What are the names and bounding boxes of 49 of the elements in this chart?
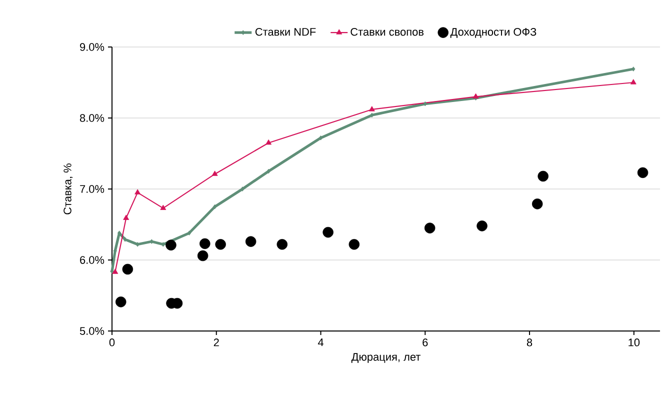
- legend-label: Ставки NDF: [255, 28, 316, 36]
- point: [632, 66, 636, 72]
- point: [136, 242, 140, 247]
- point: [266, 139, 272, 145]
- point: [122, 264, 134, 275]
- x-tick-label: 8: [526, 338, 532, 346]
- point: [123, 214, 130, 220]
- point: [423, 101, 427, 106]
- y-tick-label: 5.0%: [80, 327, 104, 335]
- y-tick-label: 7.0%: [80, 185, 104, 193]
- x-tick-label: 4: [318, 338, 324, 346]
- point: [538, 170, 548, 182]
- x-tick-label: 0: [109, 338, 115, 346]
- point: [200, 238, 210, 250]
- point: [637, 167, 648, 178]
- point: [115, 296, 126, 308]
- point: [215, 239, 226, 250]
- y-tick-label: 9.0%: [80, 43, 104, 51]
- point: [160, 204, 166, 210]
- point: [212, 204, 217, 210]
- x-tick-label: 2: [214, 338, 219, 346]
- point: [123, 237, 127, 242]
- x-tick-label: 10: [628, 338, 640, 346]
- x-tick-label: 6: [422, 338, 428, 346]
- point: [266, 168, 270, 174]
- y-tick-label: 6.0%: [80, 256, 104, 264]
- point: [322, 226, 334, 238]
- point: [245, 236, 256, 247]
- point: [240, 186, 244, 192]
- point: [476, 220, 488, 232]
- x-axis-title: Дюрация, лет: [351, 353, 421, 363]
- y-tick-label: 8.0%: [80, 114, 104, 122]
- legend-label: Доходности ОФЗ: [450, 28, 536, 38]
- legend-label: Ставки свопов: [350, 28, 424, 36]
- point: [424, 222, 436, 234]
- point: [630, 79, 636, 84]
- point: [368, 106, 375, 112]
- point: [348, 239, 360, 250]
- point: [134, 189, 141, 194]
- point: [212, 170, 218, 176]
- point: [112, 268, 118, 274]
- point: [276, 239, 288, 250]
- point: [197, 250, 208, 262]
- y-axis-title: Ставка, %: [64, 164, 73, 214]
- point: [472, 93, 479, 98]
- point: [532, 198, 543, 210]
- point: [161, 242, 165, 247]
- point: [166, 240, 176, 250]
- point: [187, 230, 192, 236]
